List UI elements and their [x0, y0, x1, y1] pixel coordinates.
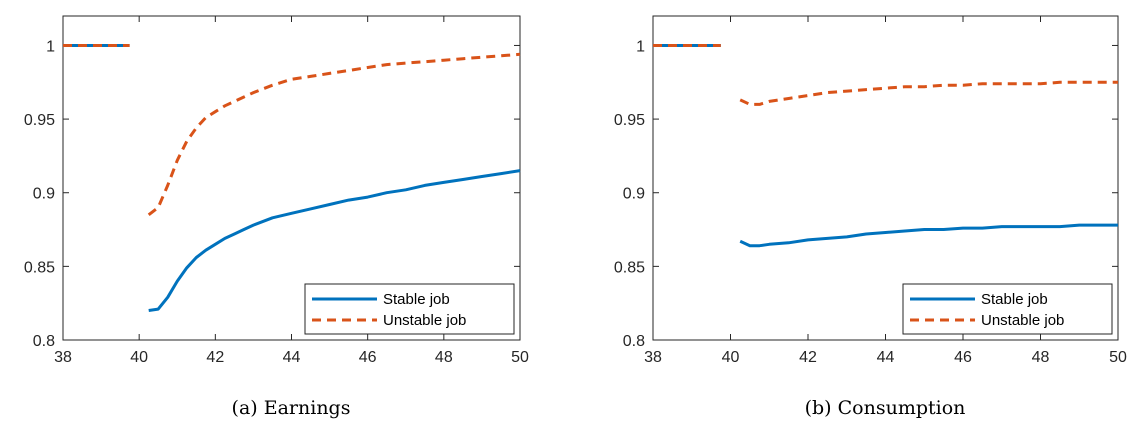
consumption-y-tick-label: 0.85 [614, 259, 645, 276]
earnings-legend [304, 283, 515, 335]
consumption-caption: (b) Consumption [805, 397, 966, 419]
earnings-y-tick-label: 0.9 [33, 186, 55, 203]
consumption-chart-panel: 0.8 0.85 0.9 0.95 1 38 40 42 44 46 48 50 Stable job U… [614, 15, 1127, 419]
earnings-unstable-job-line [147, 52, 521, 216]
earnings-x-tick-label: 46 [359, 349, 377, 366]
consumption-x-tick-label: 50 [1109, 349, 1127, 366]
earnings-y-tick-label: 1 [46, 38, 55, 55]
consumption-stable-job-line [739, 223, 1118, 248]
consumption-x-tick-label: 38 [644, 349, 662, 366]
consumption-x-tick-label: 48 [1032, 349, 1050, 366]
earnings-chart-panel: 0.8 0.85 0.9 0.95 1 38 40 42 44 46 48 50 Stable job U… [24, 15, 529, 419]
earnings-x-tick-label: 44 [283, 349, 301, 366]
consumption-legend-label: Unstable job [981, 312, 1064, 329]
earnings-x-tick-label: 40 [130, 349, 148, 366]
earnings-stable-job-line [148, 169, 521, 312]
earnings-x-tick-label: 48 [435, 349, 453, 366]
consumption-legend-label: Stable job [981, 291, 1048, 308]
consumption-x-tick-label: 42 [799, 349, 817, 366]
earnings-y-tick-label: 0.85 [24, 259, 55, 276]
consumption-y-tick-label: 0.8 [623, 333, 645, 350]
consumption-x-tick-label: 40 [722, 349, 740, 366]
consumption-x-tick-label: 44 [877, 349, 895, 366]
consumption-y-tick-label: 0.9 [623, 186, 645, 203]
earnings-y-tick-label: 0.8 [33, 333, 55, 350]
earnings-x-tick-label: 38 [54, 349, 72, 366]
consumption-legend [902, 283, 1113, 335]
earnings-caption: (a) Earnings [232, 397, 351, 419]
earnings-y-tick-label: 0.95 [24, 112, 55, 129]
earnings-legend-label: Stable job [383, 291, 450, 308]
earnings-x-tick-label: 50 [511, 349, 529, 366]
consumption-x-tick-label: 46 [954, 349, 972, 366]
consumption-y-tick-label: 1 [636, 38, 645, 55]
earnings-x-tick-label: 42 [206, 349, 224, 366]
earnings-legend-label: Unstable job [383, 312, 466, 329]
consumption-y-tick-label: 0.95 [614, 112, 645, 129]
